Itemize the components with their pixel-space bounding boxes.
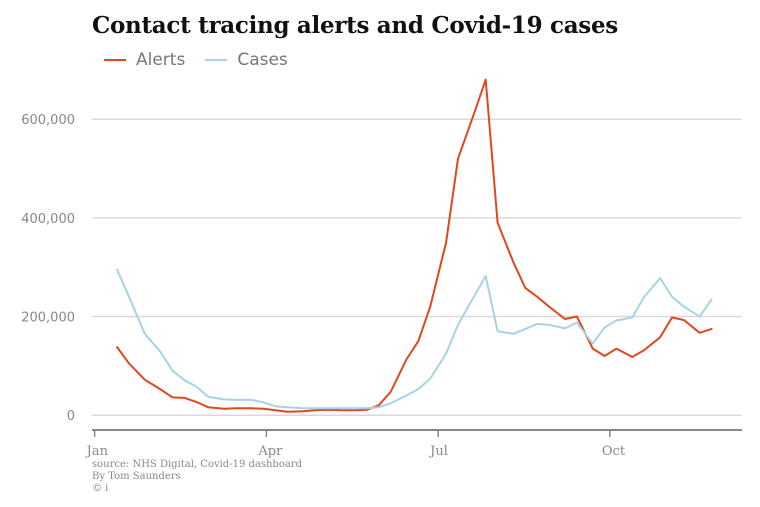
- series-line-cases: [116, 268, 713, 410]
- legend-label-alerts: Alerts: [136, 50, 186, 70]
- y-tick-label: 400,000: [21, 212, 75, 227]
- chart-title: Contact tracing alerts and Covid-19 case…: [92, 12, 618, 39]
- gridlines: [92, 118, 742, 416]
- x-axis: Jan Apr Jul Oct: [85, 429, 742, 459]
- y-axis-ticks: 0 200,000 400,000 600,000: [21, 113, 75, 424]
- series-lines: [116, 78, 713, 413]
- footer: source: NHS Digital, Covid-19 dashboard …: [92, 459, 302, 495]
- x-tick-label: Jul: [428, 444, 448, 459]
- source-note: source: NHS Digital, Covid-19 dashboard: [92, 459, 302, 470]
- legend: Alerts Cases: [104, 50, 308, 70]
- y-tick-label: 200,000: [21, 311, 75, 326]
- copyright: © i: [92, 483, 109, 494]
- legend-swatch-alerts: [104, 59, 126, 61]
- legend-swatch-cases: [205, 59, 228, 61]
- series-line-alerts: [116, 78, 713, 413]
- legend-item-alerts: Alerts: [104, 50, 185, 70]
- byline: By Tom Saunders: [92, 471, 181, 482]
- y-tick-label: 0: [67, 409, 75, 424]
- y-tick-label: 600,000: [21, 113, 75, 128]
- x-tick-label: Apr: [257, 444, 283, 459]
- x-tick-label: Oct: [602, 444, 626, 459]
- legend-item-cases: Cases: [205, 50, 288, 70]
- x-tick-label: Jan: [85, 444, 109, 459]
- legend-label-cases: Cases: [237, 50, 288, 70]
